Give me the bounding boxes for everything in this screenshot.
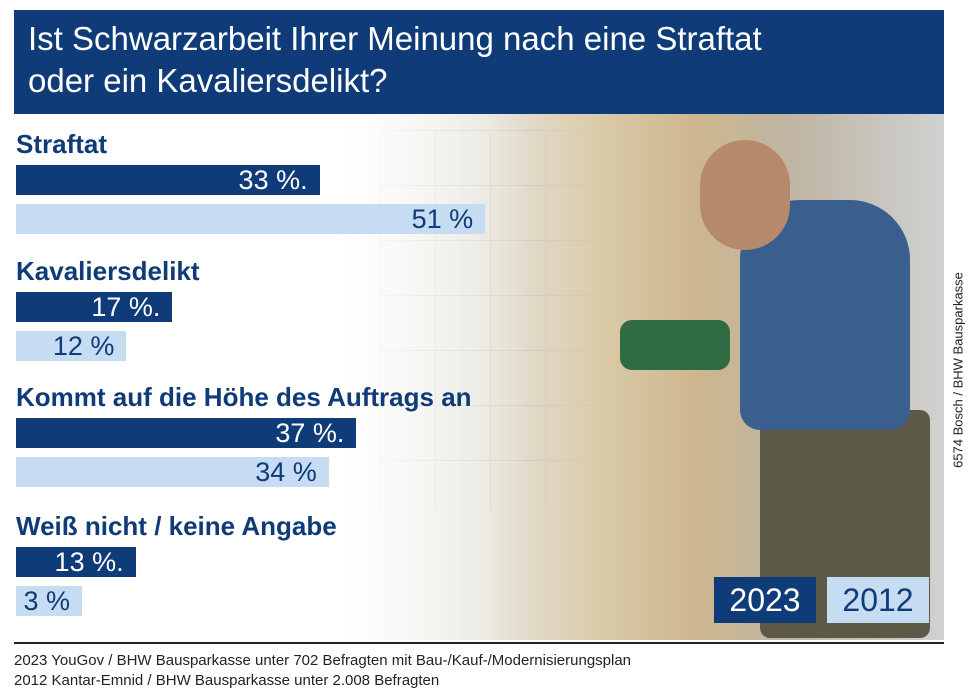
bar-2012-1 — [16, 204, 486, 234]
bar-2023-2 — [16, 292, 173, 322]
title-banner: Ist Schwarzarbeit Ihrer Meinung nach ein… — [14, 10, 944, 114]
source-2023: 2023 YouGov / BHW Bausparkasse unter 702… — [14, 652, 632, 669]
hammer-drill — [620, 320, 730, 370]
divider — [14, 642, 944, 644]
value-label-2023-3: 37 %. — [275, 418, 345, 448]
worker-head — [700, 140, 790, 250]
category-label: Kavaliersdelikt — [16, 256, 200, 286]
bar-2012-4 — [16, 586, 82, 616]
value-label-2023-2: 17 %. — [91, 292, 161, 322]
bar-2023-1 — [16, 165, 320, 195]
value-label-2012-1: 51 % — [411, 204, 474, 234]
legend-2023: 2023 — [714, 577, 816, 623]
title-line-2: oder ein Kavaliersdelikt? — [28, 62, 388, 99]
bar-2023-3 — [16, 418, 357, 448]
photo-credit: 6574 Bosch / BHW Bausparkasse — [950, 272, 966, 468]
title-line-1: Ist Schwarzarbeit Ihrer Meinung nach ein… — [28, 20, 762, 57]
chart-title: Ist Schwarzarbeit Ihrer Meinung nach ein… — [28, 18, 928, 102]
category-label: Weiß nicht / keine Angabe — [16, 511, 337, 541]
category-label: Kommt auf die Höhe des Auftrags an — [16, 382, 472, 412]
value-label-2012-4: 3 % — [23, 586, 70, 616]
legend-2012: 2012 — [827, 577, 929, 623]
bar-2023-4 — [16, 547, 136, 577]
value-label-2023-1: 33 %. — [238, 165, 308, 195]
value-label-2012-2: 12 % — [52, 331, 115, 361]
bar-2012-2 — [16, 331, 127, 361]
value-label-2023-4: 13 %. — [54, 547, 124, 577]
photo-fade — [330, 114, 530, 640]
source-2012: 2012 Kantar-Emnid / BHW Bausparkasse unt… — [14, 672, 440, 689]
value-label-2012-3: 34 % — [255, 457, 317, 487]
category-label: Straftat — [16, 129, 108, 159]
bar-2012-3 — [16, 457, 329, 487]
